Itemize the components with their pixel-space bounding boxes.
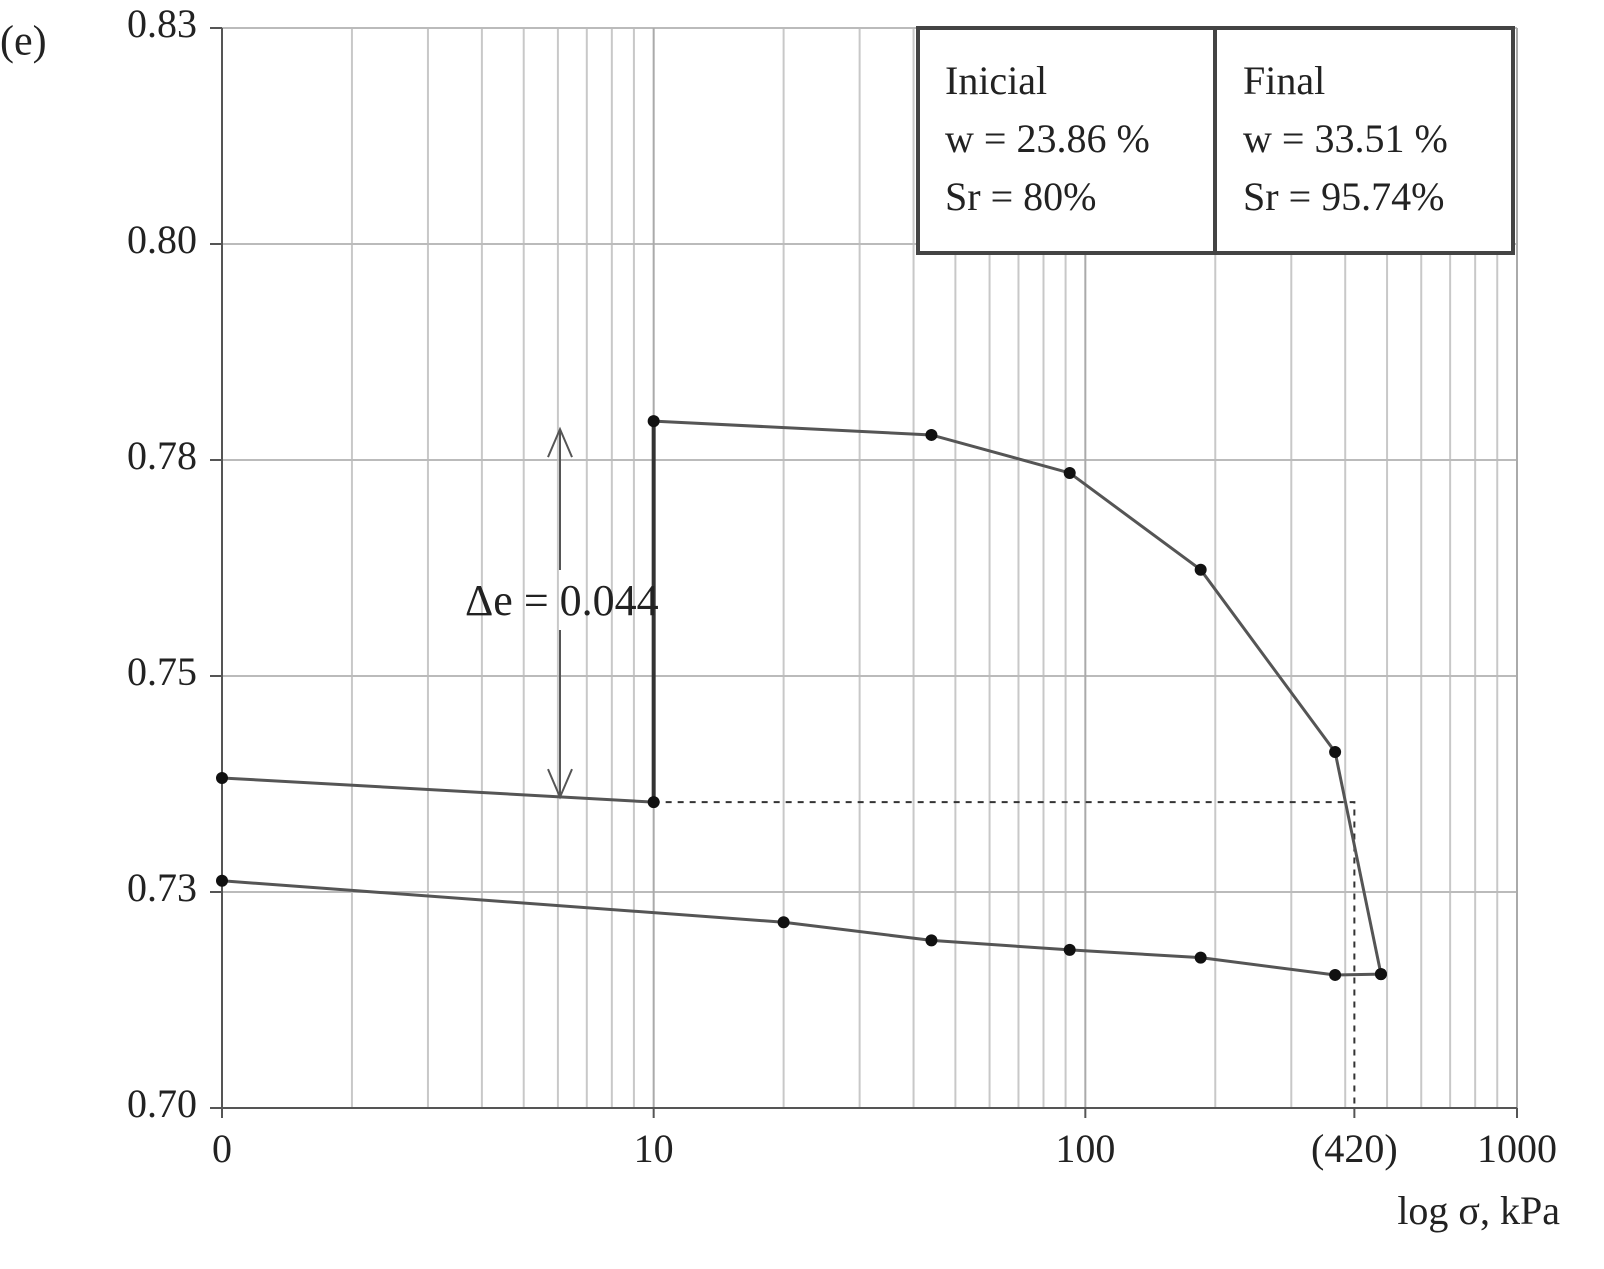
point <box>647 415 660 428</box>
point <box>1194 951 1207 964</box>
x-tick-label: 100 <box>1055 1126 1115 1171</box>
point <box>925 428 938 441</box>
info-text: w = 23.86 % <box>945 116 1150 161</box>
panel-label: (e) <box>0 19 47 65</box>
point <box>216 771 228 784</box>
arrow-head <box>547 426 573 458</box>
arrow-head <box>547 768 573 800</box>
line <box>221 879 1381 977</box>
info-text: Inicial <box>945 58 1047 103</box>
point <box>1374 968 1387 981</box>
line <box>653 419 1383 975</box>
point <box>925 934 938 947</box>
point <box>1194 563 1207 576</box>
y-tick-label: 0.80 <box>127 217 197 262</box>
info-text: w = 33.51 % <box>1243 116 1448 161</box>
point <box>1329 968 1342 981</box>
y-tick-label: 0.73 <box>127 865 197 910</box>
guide-line <box>653 801 1356 1108</box>
x-tick-label: 10 <box>634 1126 674 1171</box>
y-tick-label: 0.70 <box>127 1081 197 1126</box>
x-tick-label: 1000 <box>1477 1126 1557 1171</box>
y-tick-label: 0.75 <box>127 649 197 694</box>
delta-label: Δe = 0.044 <box>465 576 659 625</box>
point <box>1063 466 1076 479</box>
point <box>777 916 790 929</box>
info-text: Sr = 80% <box>945 174 1096 219</box>
point <box>1329 746 1342 759</box>
y-tick-label: 0.83 <box>127 1 197 46</box>
info-text: Final <box>1243 58 1325 103</box>
point <box>216 874 228 887</box>
x-axis-label: log σ, kPa <box>1397 1188 1560 1233</box>
point <box>647 796 660 809</box>
info-text: Sr = 95.74% <box>1243 174 1444 219</box>
y-tick-label: 0.78 <box>127 433 197 478</box>
x-tick-label: (420) <box>1311 1126 1398 1171</box>
point <box>1063 943 1076 956</box>
line <box>221 776 654 804</box>
x-tick-label: 0 <box>212 1126 232 1171</box>
